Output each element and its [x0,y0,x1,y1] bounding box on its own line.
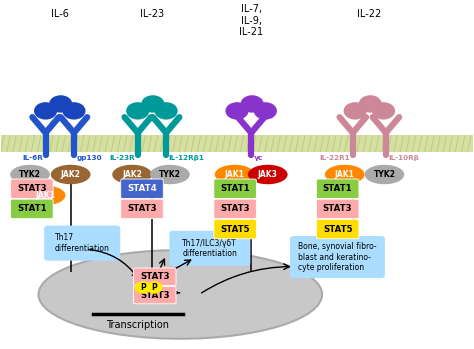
Text: Transcription: Transcription [106,320,169,330]
Text: P: P [151,283,157,292]
Text: JAK1: JAK1 [36,191,55,200]
Text: gp130: gp130 [76,155,102,161]
Text: STAT4: STAT4 [127,184,157,193]
Circle shape [226,103,248,119]
Text: IL-7,
IL-9,
IL-21: IL-7, IL-9, IL-21 [239,4,263,37]
Text: Th17
differentiation: Th17 differentiation [55,233,109,253]
Text: IL-23R: IL-23R [110,155,136,161]
FancyBboxPatch shape [317,179,359,199]
FancyBboxPatch shape [290,236,385,278]
Text: γc: γc [254,155,263,161]
Circle shape [373,103,394,119]
Text: IL-10Rβ: IL-10Rβ [388,155,419,161]
Text: JAK1: JAK1 [225,170,245,179]
Ellipse shape [215,165,255,184]
Circle shape [344,103,366,119]
Text: STAT3: STAT3 [140,272,170,281]
Text: IL-6: IL-6 [51,9,69,20]
FancyBboxPatch shape [317,219,359,239]
FancyBboxPatch shape [10,179,53,199]
Circle shape [136,282,151,293]
Circle shape [142,96,164,112]
Text: TYK2: TYK2 [19,170,41,179]
Text: Th17/ILC3/γδT
differentiation: Th17/ILC3/γδT differentiation [182,239,237,258]
Text: STAT3: STAT3 [323,205,353,213]
Ellipse shape [150,165,190,184]
Circle shape [50,96,72,112]
Circle shape [359,96,381,112]
Text: IL-6R: IL-6R [22,155,43,161]
Text: JAK2: JAK2 [61,170,81,179]
FancyBboxPatch shape [121,199,163,218]
Ellipse shape [325,165,365,184]
Text: Bone, synovial fibro-
blast and keratino-
cyte proliferation: Bone, synovial fibro- blast and keratino… [298,242,377,272]
FancyBboxPatch shape [214,219,256,239]
Text: STAT3: STAT3 [140,291,170,300]
Ellipse shape [38,250,322,339]
Circle shape [147,282,162,293]
Text: IL-23: IL-23 [140,9,164,20]
FancyBboxPatch shape [121,179,163,199]
Ellipse shape [51,165,91,184]
FancyBboxPatch shape [214,179,256,199]
Ellipse shape [248,165,288,184]
FancyBboxPatch shape [44,225,120,261]
Text: JAK3: JAK3 [258,170,278,179]
Text: JAK1: JAK1 [335,170,355,179]
Text: TYK2: TYK2 [159,170,181,179]
Ellipse shape [112,165,152,184]
Circle shape [63,103,85,119]
Circle shape [35,103,56,119]
Text: STAT3: STAT3 [127,205,157,213]
Text: STAT5: STAT5 [323,224,352,233]
Text: STAT3: STAT3 [17,184,47,193]
FancyBboxPatch shape [317,199,359,218]
Text: STAT3: STAT3 [220,205,250,213]
Ellipse shape [26,186,65,205]
Text: P: P [140,283,146,292]
Text: IL-12Rβ1: IL-12Rβ1 [168,155,204,161]
FancyBboxPatch shape [169,231,250,266]
Text: JAK2: JAK2 [122,170,142,179]
Circle shape [155,103,177,119]
Text: STAT1: STAT1 [220,184,250,193]
Text: IL-22R1: IL-22R1 [320,155,350,161]
Text: TYK2: TYK2 [374,170,395,179]
Text: STAT5: STAT5 [220,224,250,233]
Text: STAT1: STAT1 [17,205,47,213]
Text: STAT1: STAT1 [323,184,353,193]
Ellipse shape [10,165,50,184]
FancyBboxPatch shape [134,287,176,304]
Text: IL-22: IL-22 [357,9,382,20]
FancyBboxPatch shape [10,199,53,218]
FancyBboxPatch shape [214,199,256,218]
Ellipse shape [365,165,404,184]
FancyBboxPatch shape [0,135,474,152]
Circle shape [241,96,263,112]
FancyBboxPatch shape [134,268,176,285]
Circle shape [255,103,276,119]
Circle shape [127,103,149,119]
